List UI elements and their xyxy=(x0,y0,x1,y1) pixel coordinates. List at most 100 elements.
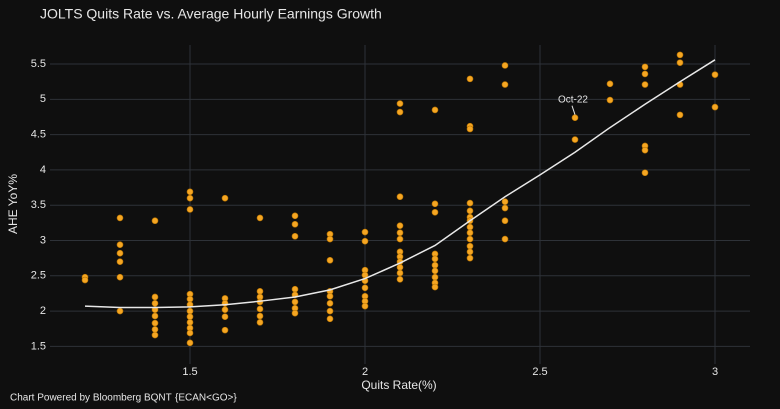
scatter-point xyxy=(606,96,614,104)
scatter-point xyxy=(151,326,159,333)
scatter-point xyxy=(291,298,299,306)
scatter-point xyxy=(431,208,439,216)
scatter-point xyxy=(501,81,509,88)
scatter-point xyxy=(186,329,194,337)
scatter-point xyxy=(466,254,474,262)
scatter-point xyxy=(186,188,194,196)
y-axis-label: AHE YoY% xyxy=(6,174,20,234)
annotation: Oct-22 xyxy=(558,94,588,105)
scatter-point xyxy=(361,302,369,310)
scatter-point xyxy=(221,313,229,321)
scatter-point xyxy=(326,315,334,323)
scatter-point xyxy=(151,312,159,320)
x-tick-label: 2.5 xyxy=(532,366,547,378)
scatter-point xyxy=(186,194,194,202)
scatter-point xyxy=(361,237,369,245)
y-tick-label: 4 xyxy=(40,164,46,176)
trend-line xyxy=(84,59,716,309)
y-tick-label: 5.5 xyxy=(31,58,46,70)
scatter-point xyxy=(256,214,264,222)
x-tick-label: 2 xyxy=(362,366,368,378)
scatter-point xyxy=(361,284,369,292)
scatter-point xyxy=(501,217,509,225)
chart-title: JOLTS Quits Rate vs. Average Hourly Earn… xyxy=(40,6,382,22)
scatter-point xyxy=(571,136,579,143)
scatter-point xyxy=(291,220,299,228)
scatter-point xyxy=(501,235,509,243)
scatter-point xyxy=(641,63,649,71)
footer-code: {ECAN<GO>} xyxy=(175,393,237,404)
scatter-point xyxy=(431,267,439,275)
scatter-point xyxy=(151,217,159,225)
scatter-point xyxy=(501,62,509,69)
scatter-point xyxy=(291,212,299,220)
scatter-point xyxy=(396,100,404,107)
scatter-point xyxy=(221,306,229,313)
x-axis-label: Quits Rate(%) xyxy=(361,378,436,392)
scatter-point xyxy=(466,235,474,243)
scatter-point xyxy=(151,300,159,307)
scatter-point xyxy=(326,307,334,315)
scatter-point xyxy=(606,80,614,88)
scatter-point xyxy=(256,319,264,326)
scatter-point xyxy=(466,248,474,256)
scatter-point xyxy=(256,305,264,313)
scatter-point xyxy=(221,194,229,202)
scatter-point xyxy=(221,326,229,334)
scatter-point xyxy=(711,71,719,78)
scatter-point xyxy=(501,198,509,205)
scatter-point xyxy=(711,103,719,111)
scatter-point xyxy=(676,51,684,59)
scatter-point xyxy=(256,312,264,320)
scatter-point xyxy=(466,125,474,133)
scatter-point xyxy=(501,204,509,212)
scatter-point xyxy=(116,273,124,281)
scatter-point xyxy=(641,81,649,88)
scatter-point xyxy=(466,75,474,83)
scatter-point xyxy=(326,235,334,243)
scatter-point xyxy=(116,258,124,265)
y-tick-label: 5 xyxy=(40,93,46,105)
scatter-point xyxy=(466,242,474,250)
annotation-leader xyxy=(571,105,576,115)
scatter-point xyxy=(641,169,649,177)
scatter-point xyxy=(396,222,404,229)
scatter-point xyxy=(431,283,439,291)
scatter-point xyxy=(466,223,474,231)
scatter-point xyxy=(396,235,404,243)
scatter-point xyxy=(396,264,404,271)
scatter-point xyxy=(151,331,159,339)
scatter-point xyxy=(186,295,194,303)
scatter-point xyxy=(326,300,334,307)
scatter-point xyxy=(466,207,474,215)
scatter-point xyxy=(81,276,89,284)
scatter-point xyxy=(291,309,299,317)
scatter-point xyxy=(431,273,439,281)
scatter-point xyxy=(396,276,404,283)
scatter-point xyxy=(256,288,264,295)
scatter-point xyxy=(396,193,404,201)
footer: Chart Powered by Bloomberg BQNT xyxy=(10,393,172,404)
y-tick-label: 2 xyxy=(40,305,46,317)
scatter-point xyxy=(431,106,439,114)
scatter-point xyxy=(396,229,404,237)
x-tick-label: 3 xyxy=(712,366,718,378)
scatter-point xyxy=(186,313,194,321)
scatter-point xyxy=(186,307,194,315)
scatter-point xyxy=(116,249,124,257)
scatter-point xyxy=(116,241,124,249)
scatter-point xyxy=(431,200,439,208)
scatter-point xyxy=(116,307,124,315)
scatter-point xyxy=(466,199,474,207)
scatter-point xyxy=(151,293,159,301)
scatter-point xyxy=(151,319,159,327)
scatter-point xyxy=(326,292,334,300)
scatter-point xyxy=(641,146,649,154)
y-tick-label: 4.5 xyxy=(31,129,46,141)
scatter-point xyxy=(676,59,684,66)
scatter-point xyxy=(291,285,299,293)
scatter-point xyxy=(186,319,194,326)
scatter-point xyxy=(291,232,299,240)
